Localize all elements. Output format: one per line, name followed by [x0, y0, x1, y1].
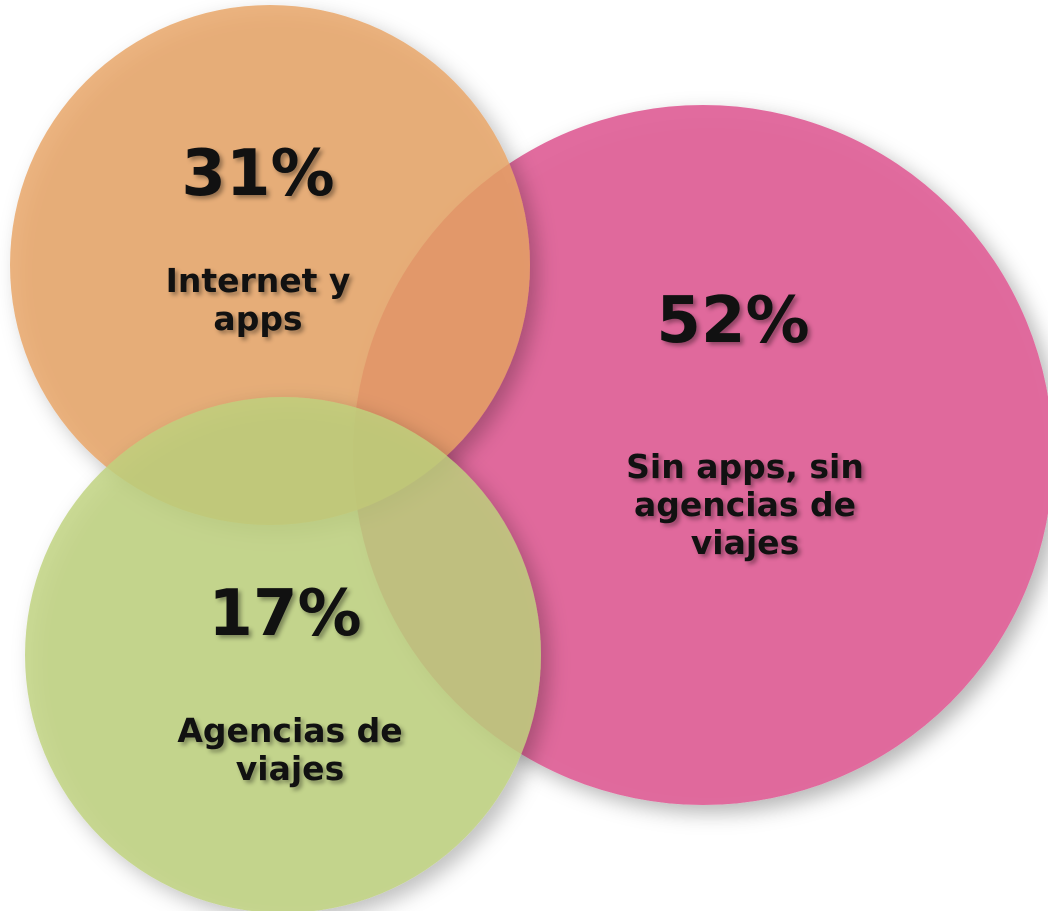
category-label: Internet y apps	[165, 261, 351, 338]
bubble	[25, 397, 541, 911]
bubble	[10, 5, 530, 525]
value-label: 17%	[208, 577, 362, 652]
value-label: 31%	[181, 137, 335, 212]
value-label: 52%	[656, 284, 810, 359]
category-label: Agencias de viajes	[177, 711, 403, 788]
category-label: Sin apps, sin agencias de viajes	[626, 447, 864, 562]
